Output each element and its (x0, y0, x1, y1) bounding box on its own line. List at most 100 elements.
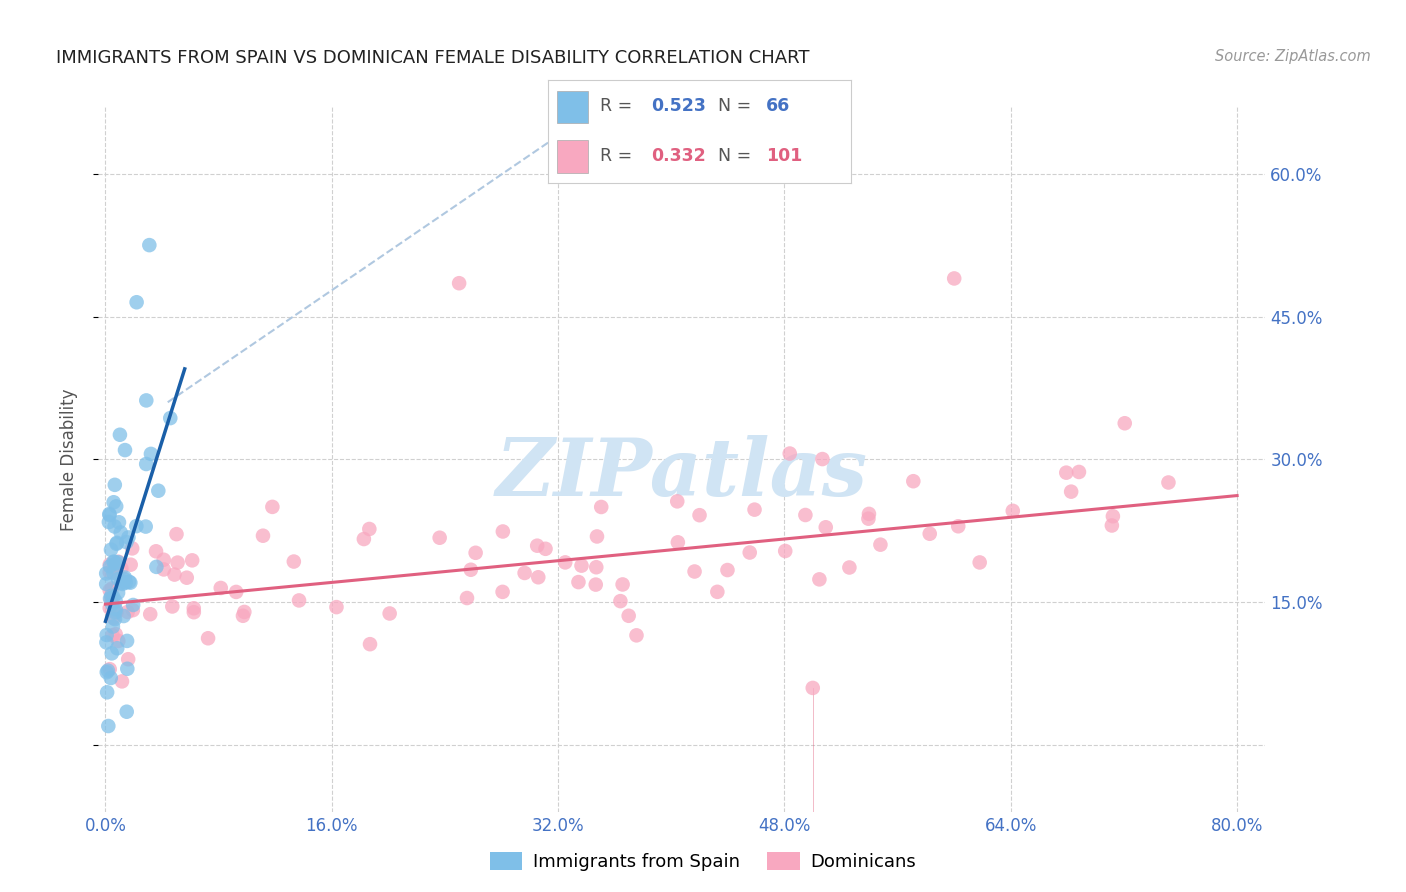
Point (104, 478, 127, 492)
Point (98, 566, 121, 580)
Point (617, 608, 640, 623)
Point (609, 594, 631, 608)
Point (112, 572, 135, 586)
Point (114, 570, 136, 584)
Point (1101, 518, 1123, 533)
Point (104, 612, 127, 626)
Point (96, 685, 118, 699)
Point (779, 446, 801, 460)
Point (96, 566, 118, 581)
Point (121, 603, 143, 617)
Point (115, 535, 138, 549)
Point (567, 575, 589, 590)
Point (554, 555, 576, 569)
Point (225, 585, 247, 599)
Point (288, 593, 311, 607)
Point (104, 602, 127, 616)
Point (808, 573, 831, 587)
Point (858, 511, 880, 525)
FancyBboxPatch shape (557, 140, 588, 173)
Point (104, 557, 127, 571)
Point (969, 556, 991, 570)
Point (183, 601, 205, 615)
Point (159, 411, 181, 425)
Point (105, 537, 128, 551)
Point (612, 577, 634, 591)
Point (125, 519, 148, 533)
Point (105, 641, 128, 656)
Point (103, 611, 125, 625)
Point (283, 555, 305, 569)
Point (107, 555, 129, 569)
Point (98, 591, 121, 606)
Point (591, 500, 613, 514)
Point (100, 671, 122, 685)
Point (794, 508, 817, 522)
Point (152, 553, 174, 567)
Point (526, 539, 548, 553)
Point (181, 553, 204, 567)
Point (1054, 466, 1077, 480)
Point (378, 607, 401, 621)
Point (943, 271, 966, 285)
Point (460, 563, 482, 577)
Point (111, 674, 134, 689)
Point (738, 545, 761, 559)
Point (117, 662, 139, 676)
Point (325, 600, 347, 615)
Point (1001, 504, 1024, 518)
Point (353, 532, 375, 546)
Point (117, 605, 139, 619)
Point (176, 571, 198, 585)
Point (114, 443, 136, 458)
Point (197, 632, 219, 646)
Text: 0.523: 0.523 (651, 97, 706, 115)
Point (449, 277, 471, 291)
Point (105, 566, 128, 581)
Point (105, 500, 128, 514)
Point (110, 561, 132, 575)
Point (103, 555, 125, 569)
Point (534, 541, 557, 556)
Point (110, 575, 132, 590)
Point (135, 457, 157, 471)
Point (122, 598, 145, 612)
Point (117, 652, 139, 666)
Point (464, 546, 486, 560)
Point (98, 662, 121, 676)
Point (145, 544, 167, 558)
Point (948, 519, 970, 533)
Point (166, 527, 188, 541)
Point (104, 606, 127, 620)
Point (120, 558, 142, 572)
Point (585, 577, 607, 591)
Point (1102, 509, 1125, 524)
Point (209, 581, 232, 595)
Text: 101: 101 (766, 146, 803, 165)
Point (918, 526, 941, 541)
Point (115, 705, 138, 719)
Point (114, 575, 136, 590)
Point (666, 535, 689, 549)
Point (429, 531, 451, 545)
Point (96, 577, 118, 591)
Point (96, 635, 118, 649)
Text: R =: R = (600, 97, 637, 115)
Point (1067, 465, 1090, 479)
Point (120, 575, 142, 590)
Y-axis label: Female Disability: Female Disability (59, 388, 77, 531)
Point (1114, 417, 1136, 431)
Point (117, 531, 139, 545)
Point (858, 507, 880, 521)
Point (101, 597, 124, 611)
Point (359, 522, 381, 536)
Point (139, 447, 162, 461)
Text: 66: 66 (766, 97, 790, 115)
Point (98, 583, 121, 598)
Point (706, 584, 728, 599)
Point (1060, 484, 1083, 499)
Point (107, 572, 129, 586)
Point (145, 559, 167, 574)
Text: N =: N = (717, 146, 756, 165)
Text: Source: ZipAtlas.com: Source: ZipAtlas.com (1215, 49, 1371, 64)
